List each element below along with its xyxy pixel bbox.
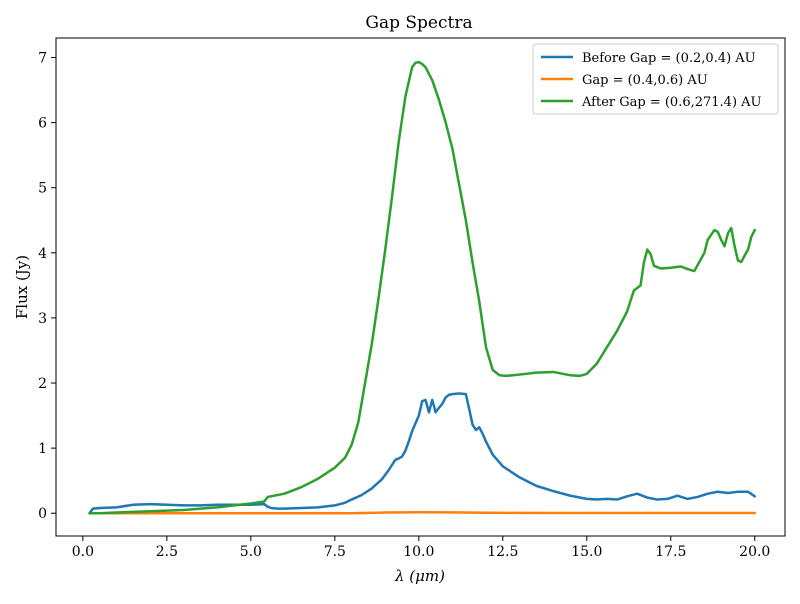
x-tick-label: 15.0	[571, 544, 602, 560]
chart-title: Gap Spectra	[365, 13, 472, 33]
y-axis-label: Flux (Jy)	[13, 255, 31, 319]
legend-label-3: After Gap = (0.6,271.4) AU	[581, 95, 762, 110]
y-tick-label: 0	[38, 506, 47, 522]
y-tick-label: 2	[38, 376, 47, 392]
x-tick-label: 20.0	[739, 544, 770, 560]
series-line-1	[88, 392, 757, 515]
legend-entries: Before Gap = (0.2,0.4) AU Gap = (0.4,0.6)…	[541, 51, 762, 110]
x-tick-label: 10.0	[403, 544, 434, 560]
legend-label-2: Gap = (0.4,0.6) AU	[582, 73, 708, 88]
x-tick-label: 7.5	[324, 544, 346, 560]
y-tick-label: 1	[38, 441, 47, 457]
x-axis: 0.0 2.5 5.0 7.5 10.0 12.5 15.0 17.5 20.0	[72, 536, 770, 560]
legend-label-1: Before Gap = (0.2,0.4) AU	[582, 51, 756, 66]
x-tick-label: 2.5	[156, 544, 178, 560]
legend-box	[532, 43, 779, 115]
y-tick-label: 3	[38, 311, 47, 327]
series-layer	[88, 60, 757, 515]
y-tick-label: 5	[38, 181, 47, 197]
series-line-2	[88, 510, 757, 515]
y-tick-label: 4	[38, 246, 47, 262]
series-line-3	[88, 60, 757, 515]
y-axis: 0 1 2 3 4 5 6 7	[38, 51, 56, 522]
y-tick-label: 7	[38, 51, 47, 67]
x-tick-label: 17.5	[655, 544, 686, 560]
x-tick-label: 12.5	[487, 544, 518, 560]
x-tick-label: 0.0	[72, 544, 94, 560]
x-tick-label: 5.0	[240, 544, 262, 560]
legend: Before Gap = (0.2,0.4) AU Gap = (0.4,0.6)…	[532, 43, 779, 115]
axes-frame	[55, 37, 786, 537]
x-axis-label: λ (μm)	[394, 567, 445, 585]
y-tick-label: 6	[38, 116, 47, 132]
